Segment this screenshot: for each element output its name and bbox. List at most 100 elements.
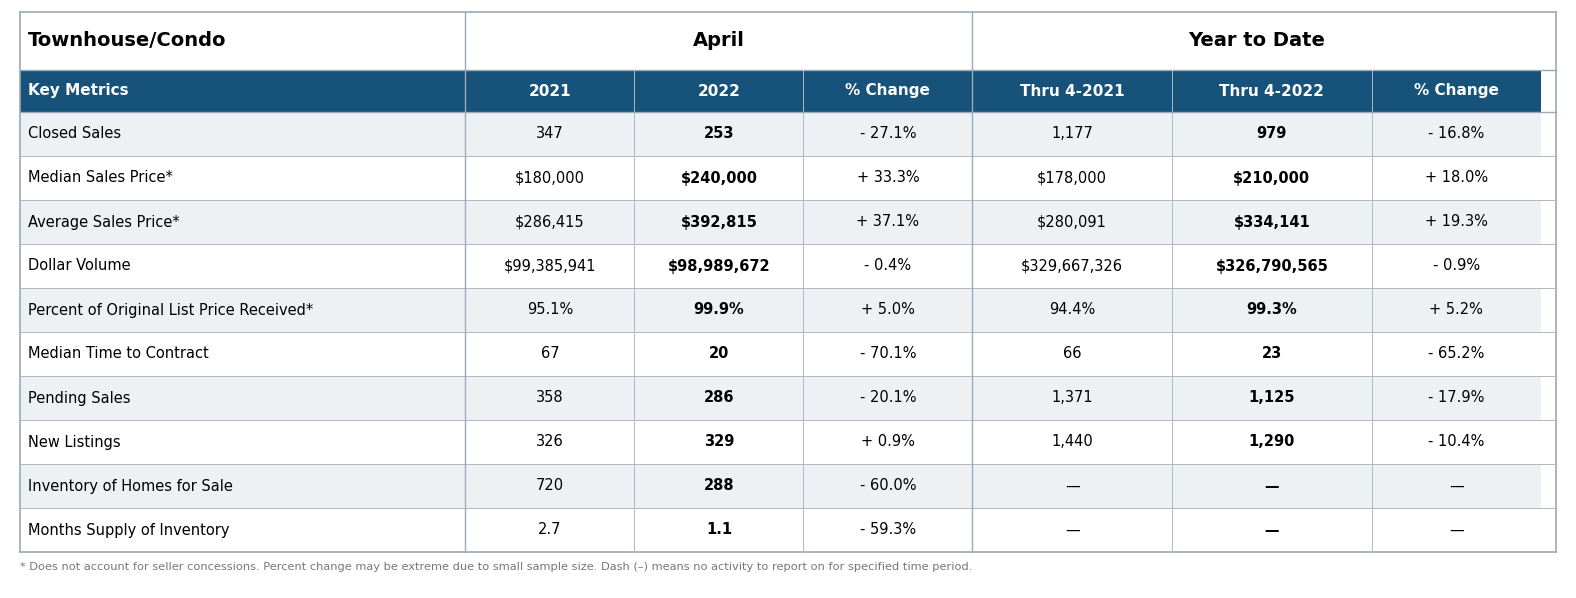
Text: $210,000: $210,000	[1234, 170, 1310, 185]
Text: Townhouse/Condo: Townhouse/Condo	[28, 32, 227, 50]
Text: - 65.2%: - 65.2%	[1428, 346, 1485, 362]
Bar	[1371, 112, 1541, 156]
Bar	[635, 156, 804, 200]
Text: 979: 979	[1256, 127, 1288, 142]
Bar	[635, 508, 804, 552]
Text: $286,415: $286,415	[515, 215, 585, 230]
Text: $334,141: $334,141	[1234, 215, 1310, 230]
Text: Thru 4-2021: Thru 4-2021	[1020, 84, 1124, 99]
Text: Percent of Original List Price Received*: Percent of Original List Price Received*	[28, 303, 314, 318]
Bar	[20, 332, 465, 376]
Text: + 5.0%: + 5.0%	[860, 303, 914, 318]
Bar	[972, 200, 1173, 244]
Bar	[20, 112, 465, 156]
Bar	[972, 288, 1173, 332]
Text: - 60.0%: - 60.0%	[859, 478, 916, 493]
Bar	[635, 288, 804, 332]
Bar	[804, 288, 972, 332]
Text: 253: 253	[703, 127, 734, 142]
Text: + 19.3%: + 19.3%	[1425, 215, 1488, 230]
Bar	[972, 70, 1173, 112]
Text: - 59.3%: - 59.3%	[860, 523, 916, 538]
Bar	[1173, 420, 1371, 464]
Text: % Change: % Change	[845, 84, 930, 99]
Text: 95.1%: 95.1%	[526, 303, 574, 318]
Text: - 10.4%: - 10.4%	[1428, 435, 1485, 450]
Bar	[1173, 244, 1371, 288]
Text: - 17.9%: - 17.9%	[1428, 390, 1485, 405]
Text: 66: 66	[1062, 346, 1081, 362]
Text: $178,000: $178,000	[1037, 170, 1108, 185]
Bar	[465, 508, 635, 552]
Text: 1,440: 1,440	[1051, 435, 1094, 450]
Text: —: —	[1448, 523, 1464, 538]
Text: Dollar Volume: Dollar Volume	[28, 258, 131, 273]
Bar	[804, 376, 972, 420]
Bar	[465, 420, 635, 464]
Bar	[20, 288, 465, 332]
Text: 1,125: 1,125	[1248, 390, 1295, 405]
Bar	[1371, 508, 1541, 552]
Bar	[1371, 200, 1541, 244]
Bar	[1371, 376, 1541, 420]
Bar	[1173, 112, 1371, 156]
Bar	[1371, 420, 1541, 464]
Text: 288: 288	[703, 478, 734, 493]
Bar	[972, 376, 1173, 420]
Bar	[465, 288, 635, 332]
Bar	[1173, 200, 1371, 244]
Text: New Listings: New Listings	[28, 435, 121, 450]
Bar	[804, 200, 972, 244]
Text: + 0.9%: + 0.9%	[860, 435, 914, 450]
Bar	[1371, 70, 1541, 112]
Bar	[635, 332, 804, 376]
Bar	[465, 244, 635, 288]
Bar	[972, 508, 1173, 552]
Text: 99.9%: 99.9%	[693, 303, 744, 318]
Text: 326: 326	[536, 435, 564, 450]
Bar	[635, 376, 804, 420]
Bar	[20, 200, 465, 244]
Bar	[972, 12, 1541, 70]
Text: 1.1: 1.1	[706, 523, 731, 538]
Text: - 27.1%: - 27.1%	[859, 127, 916, 142]
Text: * Does not account for seller concessions. Percent change may be extreme due to : * Does not account for seller concession…	[20, 562, 972, 572]
Text: 1,177: 1,177	[1051, 127, 1094, 142]
Bar	[465, 200, 635, 244]
Bar	[635, 420, 804, 464]
Text: —: —	[1264, 523, 1280, 538]
Bar	[20, 244, 465, 288]
Text: Key Metrics: Key Metrics	[28, 84, 129, 99]
Text: 358: 358	[536, 390, 564, 405]
Bar	[804, 508, 972, 552]
Bar	[972, 420, 1173, 464]
Bar	[972, 332, 1173, 376]
Bar	[1371, 288, 1541, 332]
Text: $280,091: $280,091	[1037, 215, 1106, 230]
Bar	[1371, 332, 1541, 376]
Text: Closed Sales: Closed Sales	[28, 127, 121, 142]
Text: $180,000: $180,000	[515, 170, 585, 185]
Text: 2021: 2021	[528, 84, 571, 99]
Text: 94.4%: 94.4%	[1050, 303, 1095, 318]
Text: 286: 286	[703, 390, 734, 405]
Text: Months Supply of Inventory: Months Supply of Inventory	[28, 523, 230, 538]
Bar	[1173, 332, 1371, 376]
Text: - 16.8%: - 16.8%	[1428, 127, 1485, 142]
Text: $99,385,941: $99,385,941	[504, 258, 596, 273]
Bar	[20, 12, 465, 70]
Bar	[972, 244, 1173, 288]
Bar	[1173, 376, 1371, 420]
Text: 329: 329	[704, 435, 734, 450]
Text: —: —	[1065, 523, 1080, 538]
Bar	[20, 420, 465, 464]
Bar	[20, 376, 465, 420]
Text: + 5.2%: + 5.2%	[1429, 303, 1483, 318]
Bar	[972, 156, 1173, 200]
Bar	[1173, 288, 1371, 332]
Text: April: April	[693, 32, 745, 50]
Bar	[804, 70, 972, 112]
Text: Pending Sales: Pending Sales	[28, 390, 131, 405]
Bar	[972, 464, 1173, 508]
Bar	[1173, 464, 1371, 508]
